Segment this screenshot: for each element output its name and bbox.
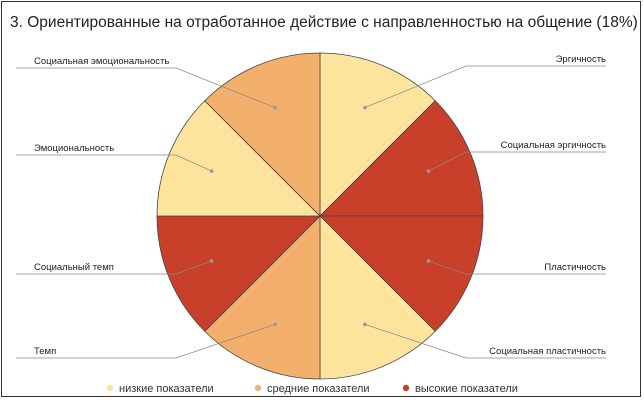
leader-dot-7 — [209, 169, 214, 173]
slice-label-3: Пластичность — [544, 262, 606, 273]
slice-label-6: Социальный темп — [34, 262, 114, 273]
leader-line-5 — [16, 324, 276, 359]
legend-label-3: высокие показатели — [415, 383, 518, 395]
pie-slices — [156, 52, 484, 380]
legend-swatch-1 — [106, 384, 114, 392]
pie-slice-6 — [156, 215, 321, 332]
chart-title: 3. Ориентированные на отработанное дейст… — [10, 14, 638, 31]
slice-label-8: Социальная эмоциональность — [34, 56, 169, 67]
slice-label-2: Социальная эргичность — [501, 140, 606, 151]
pie-slice-1 — [319, 52, 436, 217]
slice-labels: Эргичность Социальная эргичность Пластично… — [34, 54, 606, 357]
leader-line-7 — [16, 154, 212, 172]
leader-dot-5 — [273, 322, 277, 327]
leader-line-4 — [364, 324, 606, 359]
leader-dot-4 — [363, 322, 367, 327]
legend-swatch-2 — [254, 384, 262, 392]
pie-slice-2 — [319, 100, 484, 217]
pie-slice-7 — [156, 100, 321, 217]
pie-slice-3 — [319, 215, 484, 332]
legend-swatch-3 — [402, 384, 410, 392]
legend: низкие показатели средние показатели высок… — [106, 383, 518, 395]
leader-dot-2 — [426, 169, 431, 173]
slice-label-7: Эмоциональность — [34, 143, 114, 154]
leader-dot-1 — [363, 105, 367, 110]
leader-line-8 — [16, 67, 276, 108]
legend-label-1: низкие показатели — [119, 383, 214, 395]
leader-dot-8 — [273, 105, 277, 110]
leader-dot-6 — [209, 259, 214, 263]
slice-label-4: Социальная пластичность — [489, 346, 606, 357]
leader-dot-3 — [426, 259, 431, 263]
leader-line-1 — [364, 65, 606, 108]
slice-label-1: Эргичность — [556, 54, 606, 65]
legend-label-2: средние показатели — [267, 383, 370, 395]
leader-line-2 — [428, 151, 606, 172]
leader-lines — [16, 65, 606, 359]
slice-label-5: Темп — [34, 346, 56, 357]
leader-line-3 — [428, 260, 606, 275]
pie-slice-8 — [204, 52, 321, 217]
leader-line-6 — [16, 260, 212, 275]
